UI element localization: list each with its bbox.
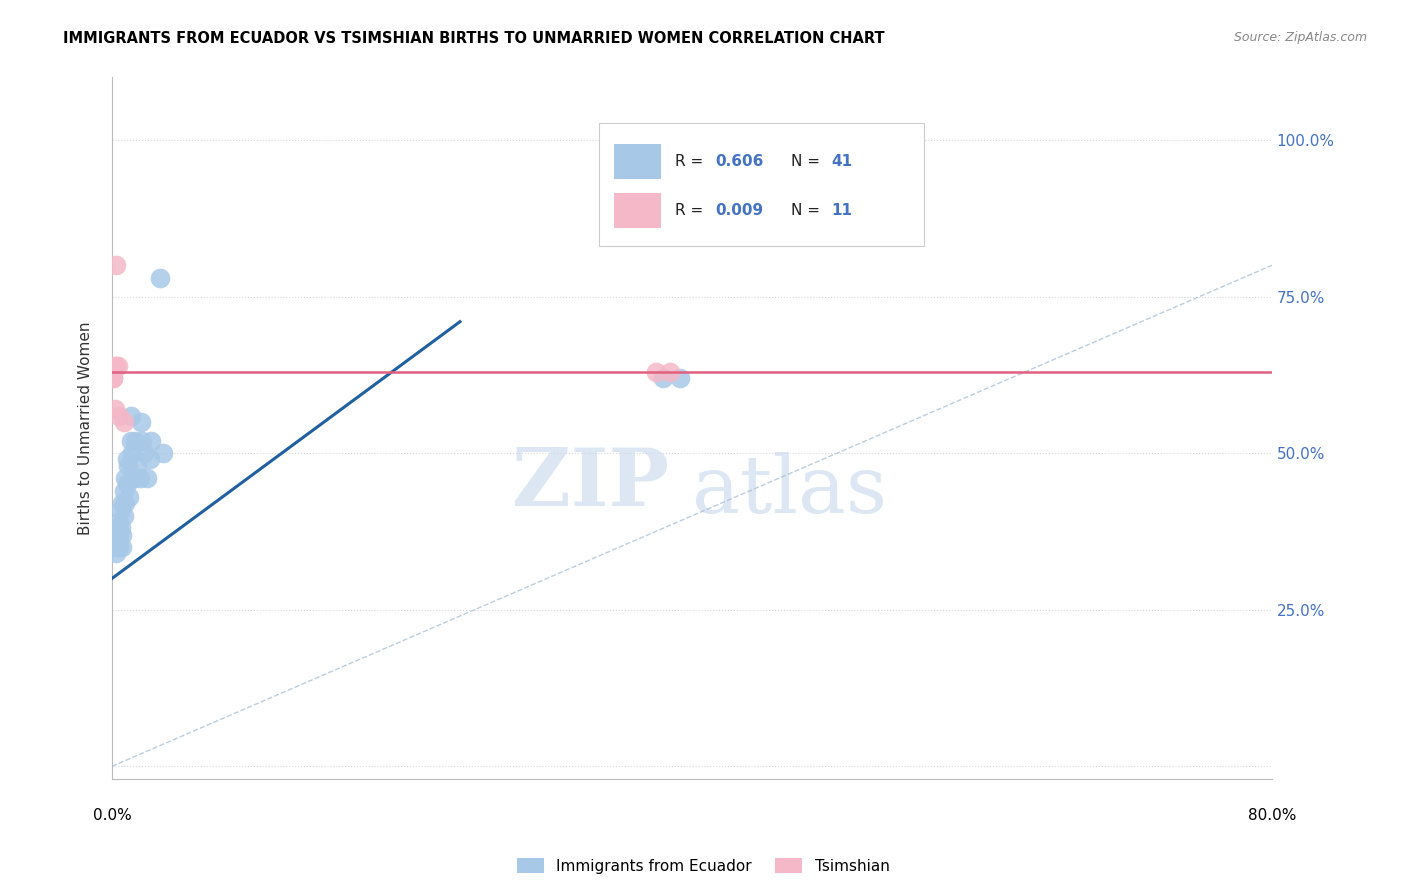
Point <box>111 540 134 554</box>
Point <box>108 540 131 554</box>
Text: R =: R = <box>675 203 707 219</box>
Legend: Immigrants from Ecuador, Tsimshian: Immigrants from Ecuador, Tsimshian <box>510 852 896 880</box>
Point <box>138 452 160 467</box>
FancyBboxPatch shape <box>614 145 661 179</box>
Point <box>104 540 127 554</box>
Point <box>105 359 128 373</box>
Point <box>103 371 125 385</box>
Point <box>115 452 138 467</box>
Point <box>105 546 128 560</box>
Point <box>105 258 128 272</box>
Point <box>132 446 155 460</box>
Point <box>107 359 129 373</box>
Point <box>669 371 692 385</box>
Y-axis label: Births to Unmarried Women: Births to Unmarried Women <box>79 321 93 535</box>
Point <box>110 521 132 535</box>
Text: ZIP: ZIP <box>512 445 669 524</box>
Point <box>114 471 136 485</box>
Point <box>129 415 152 429</box>
Point <box>112 483 135 498</box>
Text: Source: ZipAtlas.com: Source: ZipAtlas.com <box>1233 31 1367 45</box>
Point <box>644 365 666 379</box>
Point <box>107 521 129 535</box>
Text: 11: 11 <box>831 203 852 219</box>
FancyBboxPatch shape <box>614 194 661 228</box>
Text: N =: N = <box>790 203 824 219</box>
Point <box>117 458 139 473</box>
Point <box>105 527 128 541</box>
Point <box>108 409 131 423</box>
Point <box>111 496 134 510</box>
Point <box>120 434 142 448</box>
Point <box>107 533 129 548</box>
Point <box>104 359 127 373</box>
Text: IMMIGRANTS FROM ECUADOR VS TSIMSHIAN BIRTHS TO UNMARRIED WOMEN CORRELATION CHART: IMMIGRANTS FROM ECUADOR VS TSIMSHIAN BIR… <box>63 31 884 46</box>
Point <box>118 490 141 504</box>
Point <box>152 446 174 460</box>
Point <box>112 508 135 523</box>
Point <box>135 471 157 485</box>
FancyBboxPatch shape <box>599 123 924 246</box>
Point <box>103 527 125 541</box>
Point <box>108 527 131 541</box>
Point <box>104 402 127 417</box>
Point <box>108 515 131 529</box>
Point <box>124 434 146 448</box>
Point <box>103 371 125 385</box>
Text: atlas: atlas <box>692 452 887 530</box>
Text: 0.009: 0.009 <box>716 203 763 219</box>
Point <box>112 415 135 429</box>
Text: R =: R = <box>675 154 707 169</box>
Point <box>120 409 142 423</box>
Point <box>111 527 134 541</box>
Point <box>104 521 127 535</box>
Point <box>128 471 150 485</box>
Point <box>659 365 682 379</box>
Point <box>652 371 675 385</box>
Point <box>115 477 138 491</box>
Text: 0.0%: 0.0% <box>93 808 131 823</box>
Point <box>114 496 136 510</box>
Point <box>110 502 132 516</box>
Point <box>125 458 148 473</box>
Point <box>141 434 163 448</box>
Point <box>105 533 128 548</box>
Point <box>122 471 145 485</box>
Point <box>131 434 153 448</box>
Text: 0.606: 0.606 <box>716 154 763 169</box>
Point <box>149 270 172 285</box>
Point <box>121 446 143 460</box>
Text: 80.0%: 80.0% <box>1247 808 1296 823</box>
Text: 41: 41 <box>831 154 852 169</box>
Text: N =: N = <box>790 154 824 169</box>
